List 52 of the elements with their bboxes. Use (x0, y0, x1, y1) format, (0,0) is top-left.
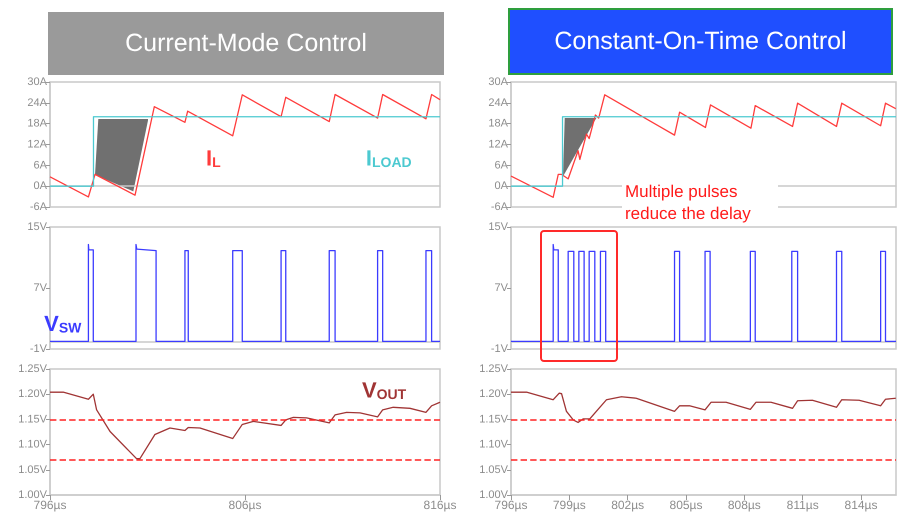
line-series (510, 392, 896, 424)
y-tick-label: 1.00V (18, 489, 48, 501)
chart-title: Constant-On-Time Control (508, 8, 893, 75)
y-tick-label: 1.20V (479, 388, 509, 400)
y-tick-label: 12A (27, 138, 48, 150)
y-tick-label: -1V (490, 343, 509, 355)
y-tick-label: 12A (488, 138, 509, 150)
line-series (49, 94, 441, 198)
y-tick-label: 1.25V (18, 363, 48, 375)
x-tick-label: 799µs (552, 498, 586, 512)
y-tick-label: 24A (488, 96, 509, 109)
series-label: VOUT (362, 378, 407, 403)
y-tick-label: 30A (488, 76, 509, 88)
x-tick-label: 806µs (228, 498, 262, 512)
line-series (510, 244, 897, 342)
y-tick-label: 15V (27, 221, 48, 233)
y-tick-label: 1.15V (18, 413, 48, 426)
annotation: Multiple pulses reduce the delay (622, 181, 778, 225)
y-tick-label: 7V (494, 282, 509, 294)
y-tick-label: 18A (27, 118, 48, 130)
y-tick-label: 1.10V (479, 438, 509, 451)
y-tick-label: 1.05V (479, 464, 509, 476)
x-tick-label: 802µs (611, 498, 644, 512)
y-tick-label: 30A (27, 76, 48, 88)
y-tick-label: 1.10V (18, 438, 48, 451)
y-tick-label: 1.20V (18, 388, 48, 400)
y-tick-label: 0A (34, 180, 48, 192)
y-tick-label: -1V (30, 343, 48, 355)
y-tick-label: 18A (488, 118, 509, 130)
series-label: ILOAD (366, 146, 412, 170)
x-tick-label: 808µs (728, 498, 761, 512)
y-tick-label: 1.05V (18, 464, 48, 476)
chart-title: Current-Mode Control (48, 12, 444, 75)
series-label: IL (206, 146, 222, 170)
x-tick-label: 816µs (424, 498, 456, 512)
y-tick-label: 1.15V (479, 413, 509, 426)
x-tick-label: 805µs (670, 498, 702, 512)
y-tick-label: 6A (34, 159, 48, 172)
series-label: VSW (44, 310, 82, 336)
y-tick-label: 15V (488, 221, 509, 233)
y-tick-label: 1.00V (479, 489, 509, 501)
y-tick-label: 0A (494, 180, 509, 192)
y-tick-label: -6A (490, 201, 509, 213)
x-tick-label: 796µs (34, 498, 66, 512)
y-tick-label: 7V (34, 282, 48, 294)
y-tick-label: 1.25V (479, 363, 509, 375)
y-tick-label: 24A (27, 96, 48, 109)
y-tick-label: 6A (494, 159, 509, 172)
x-tick-label: 811µs (786, 498, 819, 512)
x-tick-label: 814µs (844, 498, 878, 512)
x-tick-label: 796µs (494, 498, 528, 512)
y-tick-label: -6A (30, 201, 48, 213)
